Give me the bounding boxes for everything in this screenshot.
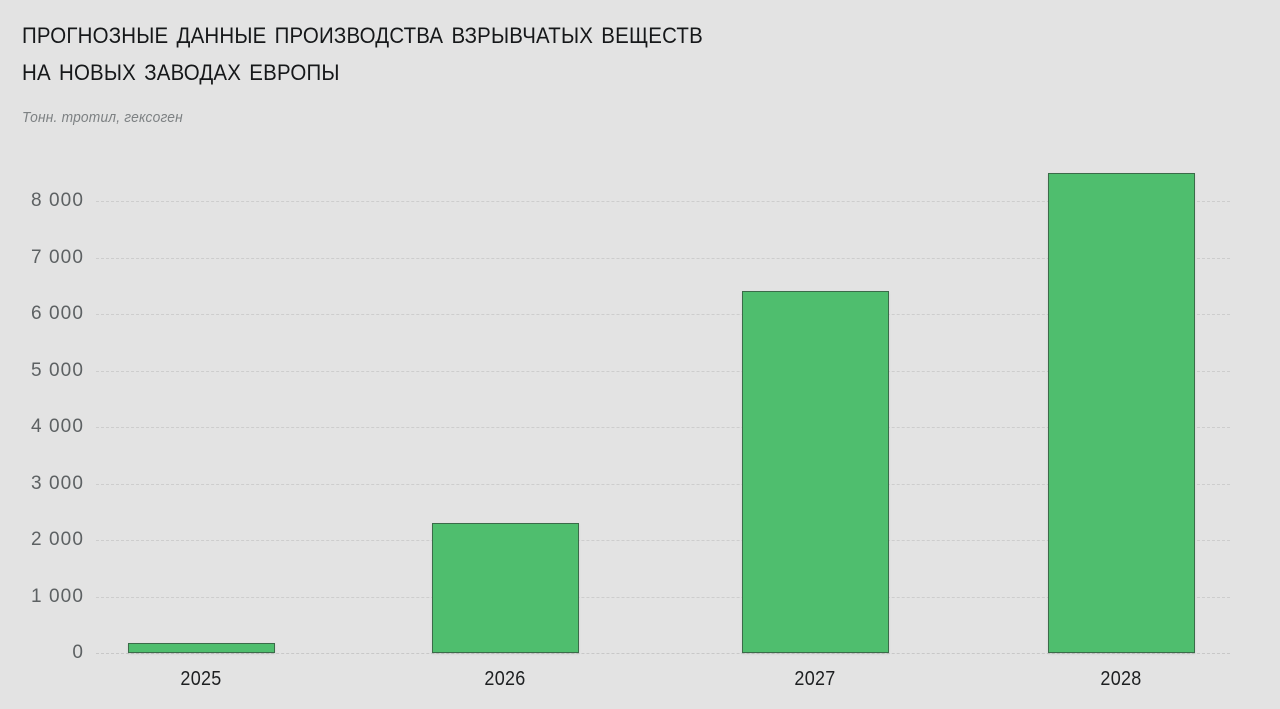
y-axis-tick-label: 8 000	[30, 190, 84, 211]
x-axis-tick-label: 2028	[1100, 668, 1142, 690]
bar-2027[interactable]	[741, 291, 889, 653]
bar-2028[interactable]	[1047, 172, 1195, 653]
gridline	[96, 314, 1230, 315]
y-axis-tick-label: 3 000	[30, 472, 84, 494]
gridline	[96, 427, 1230, 428]
y-axis-tick-label: 5 000	[30, 359, 84, 381]
chart-subtitle: Тонн. тротил, гексоген	[22, 110, 183, 126]
gridline	[96, 540, 1230, 541]
page-title: Прогнозные данные производства взрывчаты…	[22, 15, 703, 87]
chart-header: Прогнозные данные производства взрывчаты…	[22, 14, 1222, 126]
y-axis-tick-label: 0	[72, 642, 84, 663]
y-axis-tick-label: 7 000	[30, 246, 84, 268]
y-axis-tick-label: 4 000	[30, 416, 84, 437]
bar-2026[interactable]	[431, 523, 579, 653]
y-axis-tick-label: 6 000	[30, 303, 84, 324]
y-axis-tick-label: 1 000	[30, 585, 84, 607]
bar-2025[interactable]	[127, 643, 275, 653]
x-axis-tick-label: 2027	[794, 668, 836, 690]
x-axis-tick-label: 2025	[180, 668, 222, 690]
gridline	[96, 483, 1230, 485]
x-axis-tick-label: 2026	[484, 668, 526, 690]
gridline	[96, 257, 1230, 259]
y-axis-tick-label: 2 000	[30, 529, 84, 550]
gridline	[96, 370, 1230, 372]
gridline	[96, 596, 1230, 598]
gridline	[96, 653, 1230, 654]
gridline	[96, 201, 1230, 202]
